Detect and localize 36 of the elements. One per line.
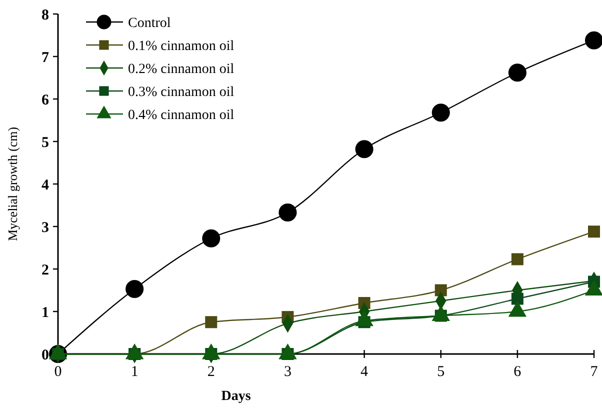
legend-label: 0.4% cinnamon oil [128, 108, 234, 123]
y-tick-label: 0 [42, 347, 49, 364]
x-tick-label: 3 [284, 364, 292, 380]
point [508, 64, 526, 82]
x-tick-label: 2 [207, 364, 215, 380]
point [278, 203, 297, 222]
point [434, 284, 447, 296]
x-tick-label: 1 [130, 364, 138, 380]
x-axis-title: Days [221, 389, 252, 404]
legend-label: 0.1% cinnamon oil [128, 38, 234, 54]
point [511, 292, 524, 305]
y-tick-label: 2 [42, 262, 49, 278]
point [202, 229, 220, 248]
y-tick-label: 8 [42, 7, 49, 24]
y-tick-label: 7 [42, 50, 50, 66]
x-tick-label: 4 [360, 364, 369, 380]
x-tick-label: 5 [437, 364, 445, 380]
point [205, 316, 218, 328]
y-tick-label: 3 [42, 220, 49, 236]
point [584, 31, 602, 50]
y-axis-title: Mycelial growth (cm) [5, 126, 20, 242]
x-tick-label: 7 [590, 364, 598, 380]
y-tick-label: 6 [42, 92, 50, 108]
y-tick-label: 4 [42, 177, 50, 194]
y-tick-label: 1 [42, 304, 49, 321]
x-tick-label: 6 [514, 364, 522, 380]
y-tick-label: 5 [42, 134, 49, 151]
legend-label: 0.3% cinnamon oil [128, 84, 234, 100]
point [126, 280, 144, 298]
legend-label: 0.2% cinnamon oil [128, 62, 234, 77]
point [511, 253, 524, 266]
point [432, 104, 450, 122]
legend-label: Control [128, 16, 171, 31]
x-tick-label: 0 [54, 364, 62, 380]
point [588, 226, 600, 238]
point [355, 140, 374, 158]
